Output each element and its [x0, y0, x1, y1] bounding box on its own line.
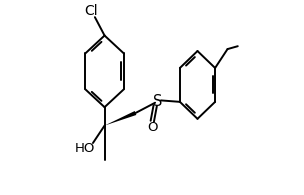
Text: O: O	[148, 121, 158, 134]
Text: Cl: Cl	[84, 4, 98, 18]
Text: HO: HO	[75, 142, 95, 155]
Polygon shape	[105, 111, 136, 126]
Text: S: S	[153, 94, 163, 109]
